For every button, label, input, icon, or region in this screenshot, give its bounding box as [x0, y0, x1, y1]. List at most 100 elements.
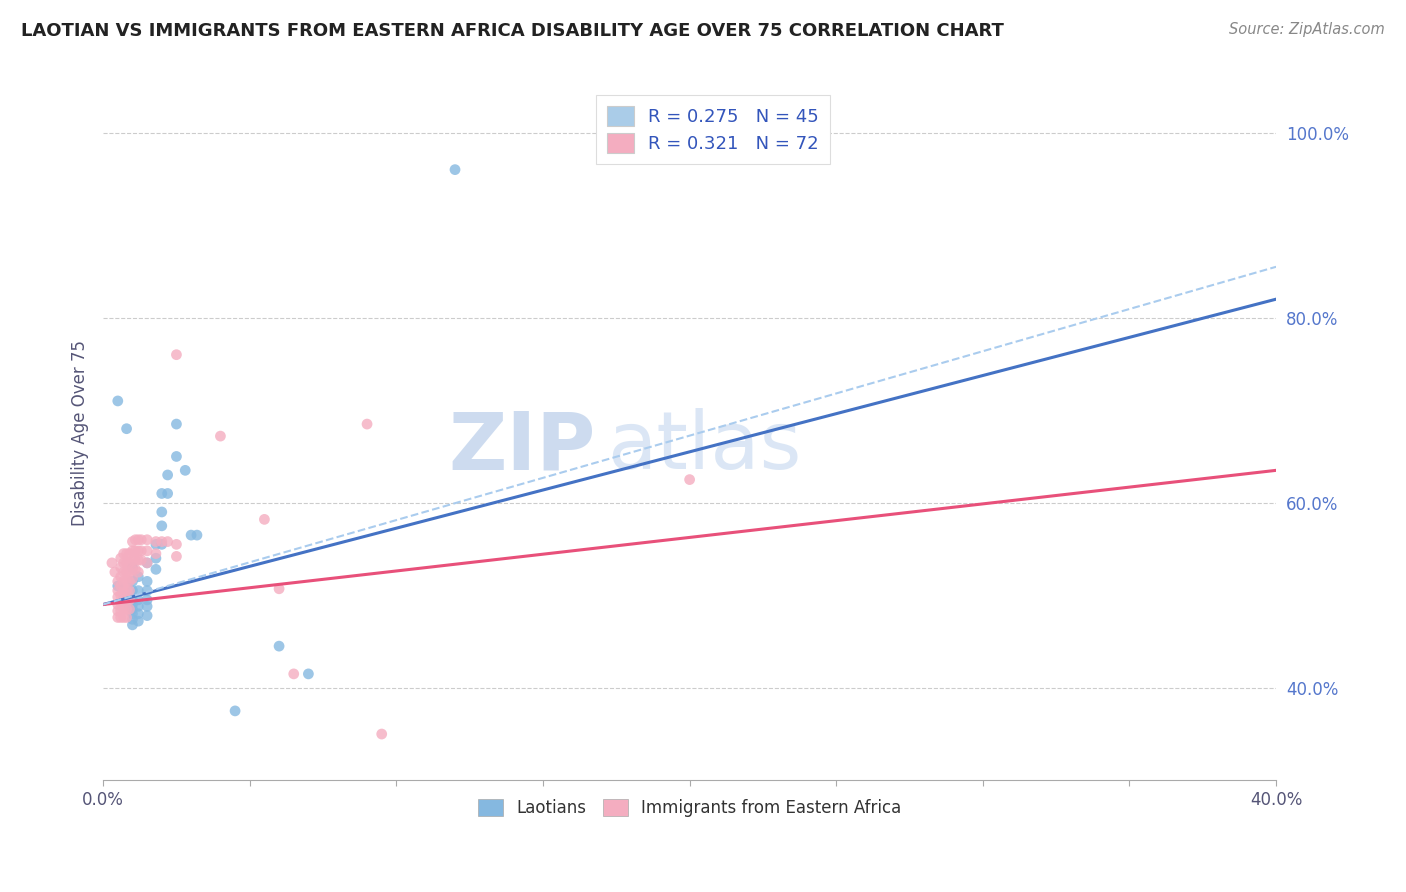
Point: [297, 666, 319, 681]
Point: [186, 528, 208, 542]
Point: [121, 612, 143, 626]
Point: [127, 614, 149, 628]
Point: [283, 666, 305, 681]
Point: [136, 608, 159, 623]
Point: [129, 533, 152, 547]
Point: [110, 604, 132, 618]
Point: [124, 544, 146, 558]
Point: [165, 549, 187, 564]
Text: atlas: atlas: [607, 409, 801, 486]
Point: [110, 610, 132, 624]
Point: [115, 547, 138, 561]
Point: [253, 512, 276, 526]
Point: [115, 422, 138, 436]
Point: [115, 574, 138, 589]
Point: [136, 583, 159, 598]
Point: [115, 593, 138, 607]
Point: [127, 533, 149, 547]
Point: [136, 599, 159, 614]
Point: [112, 588, 135, 602]
Point: [107, 579, 129, 593]
Point: [150, 519, 173, 533]
Point: [112, 610, 135, 624]
Point: [121, 553, 143, 567]
Point: [107, 583, 129, 598]
Point: [121, 574, 143, 589]
Point: [112, 593, 135, 607]
Point: [107, 598, 129, 612]
Point: [121, 607, 143, 621]
Point: [107, 574, 129, 589]
Point: [121, 534, 143, 549]
Point: [150, 537, 173, 551]
Point: [118, 565, 141, 579]
Point: [156, 486, 179, 500]
Point: [136, 574, 159, 589]
Point: [112, 547, 135, 561]
Point: [370, 727, 392, 741]
Point: [150, 486, 173, 500]
Point: [112, 583, 135, 598]
Point: [121, 560, 143, 574]
Point: [118, 547, 141, 561]
Point: [121, 572, 143, 586]
Point: [121, 544, 143, 558]
Point: [124, 533, 146, 547]
Point: [118, 556, 141, 570]
Point: [104, 565, 127, 579]
Point: [121, 598, 143, 612]
Point: [150, 534, 173, 549]
Point: [115, 583, 138, 598]
Point: [127, 599, 149, 614]
Point: [224, 704, 246, 718]
Point: [124, 562, 146, 576]
Point: [112, 556, 135, 570]
Point: [174, 463, 197, 477]
Point: [145, 547, 167, 561]
Point: [115, 602, 138, 616]
Point: [165, 450, 187, 464]
Point: [121, 562, 143, 576]
Point: [110, 560, 132, 574]
Point: [165, 348, 187, 362]
Point: [110, 596, 132, 610]
Y-axis label: Disability Age Over 75: Disability Age Over 75: [72, 341, 89, 526]
Point: [110, 570, 132, 584]
Point: [127, 553, 149, 567]
Point: [156, 534, 179, 549]
Point: [127, 544, 149, 558]
Point: [118, 593, 141, 607]
Point: [115, 556, 138, 570]
Point: [107, 590, 129, 604]
Point: [107, 393, 129, 408]
Point: [110, 588, 132, 602]
Text: LAOTIAN VS IMMIGRANTS FROM EASTERN AFRICA DISABILITY AGE OVER 75 CORRELATION CHA: LAOTIAN VS IMMIGRANTS FROM EASTERN AFRIC…: [21, 22, 1004, 40]
Point: [112, 565, 135, 579]
Point: [107, 610, 129, 624]
Point: [107, 604, 129, 618]
Point: [678, 473, 700, 487]
Point: [118, 574, 141, 589]
Point: [145, 537, 167, 551]
Point: [165, 417, 187, 431]
Point: [150, 505, 173, 519]
Point: [118, 583, 141, 598]
Point: [136, 556, 159, 570]
Point: [127, 565, 149, 579]
Point: [118, 599, 141, 614]
Point: [110, 579, 132, 593]
Point: [127, 593, 149, 607]
Point: [115, 610, 138, 624]
Point: [356, 417, 378, 431]
Text: ZIP: ZIP: [449, 409, 596, 486]
Point: [124, 553, 146, 567]
Point: [209, 429, 232, 443]
Point: [180, 528, 202, 542]
Point: [112, 574, 135, 589]
Point: [121, 593, 143, 607]
Point: [101, 556, 124, 570]
Point: [145, 534, 167, 549]
Point: [165, 537, 187, 551]
Point: [118, 602, 141, 616]
Point: [136, 556, 159, 570]
